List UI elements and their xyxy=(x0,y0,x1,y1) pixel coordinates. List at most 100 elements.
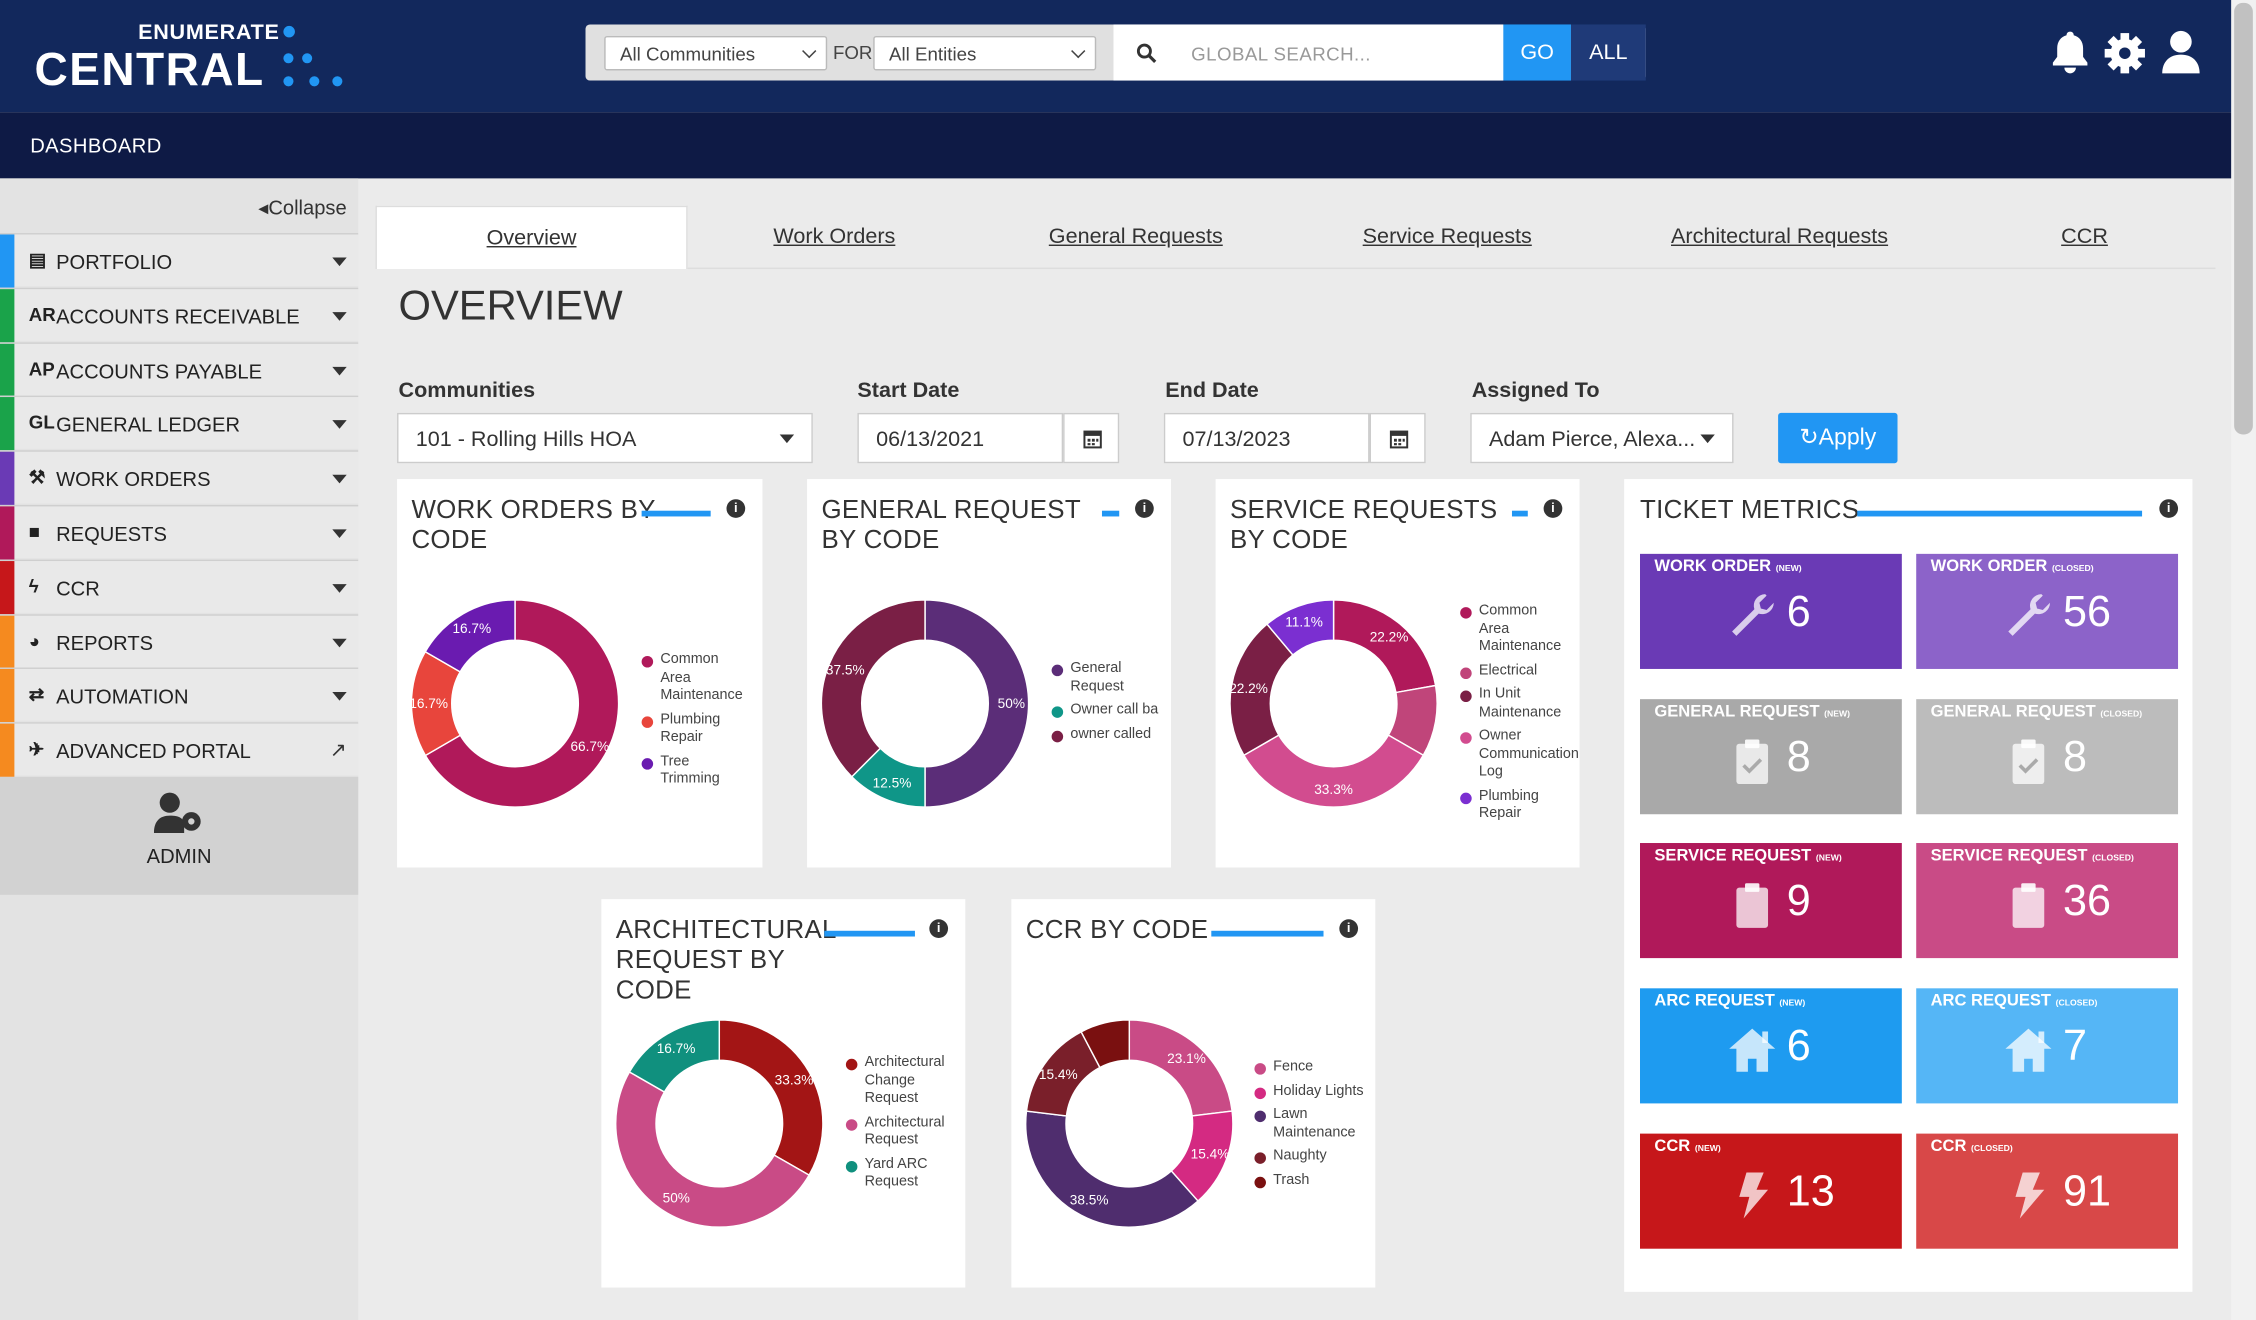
metric-tile-work-order-closed[interactable]: WORK ORDER (CLOSED) 56 xyxy=(1916,553,2179,669)
sidebar-item-portfolio[interactable]: ▤ PORTFOLIO xyxy=(0,233,359,288)
pie-slice[interactable] xyxy=(820,599,926,778)
admin-button[interactable]: ADMIN xyxy=(0,776,359,895)
metric-tile-general-request-closed[interactable]: GENERAL REQUEST (CLOSED) 8 xyxy=(1916,698,2179,814)
info-icon[interactable]: i xyxy=(1543,499,1563,518)
gear-icon[interactable] xyxy=(2103,32,2146,75)
bell-icon[interactable] xyxy=(2049,29,2092,75)
tab-general-requests[interactable]: General Requests xyxy=(1048,224,1223,249)
pie-slice[interactable] xyxy=(424,599,516,673)
pie-slice[interactable] xyxy=(718,1019,824,1177)
metric-tile-ccr-closed[interactable]: CCR (CLOSED) 91 xyxy=(1916,1133,2179,1249)
legend-swatch xyxy=(1254,1086,1266,1099)
sidebar-item-requests[interactable]: ■ REQUESTS xyxy=(0,504,359,560)
metric-tile-service-request-closed[interactable]: SERVICE REQUEST (CLOSED) 36 xyxy=(1916,843,2179,959)
info-icon[interactable]: i xyxy=(726,499,746,518)
legend-item[interactable]: Electrical xyxy=(1460,662,1568,680)
sidebar-item-automation[interactable]: ⇄ AUTOMATION xyxy=(0,668,359,723)
metric-tile-service-request-new[interactable]: SERVICE REQUEST (NEW) 9 xyxy=(1640,843,1902,959)
sidebar-item-accounts-payable[interactable]: AP ACCOUNTS PAYABLE xyxy=(0,341,359,397)
user-icon[interactable] xyxy=(2161,29,2201,75)
legend-item[interactable]: Trash xyxy=(1254,1172,1369,1190)
legend-item[interactable]: In Unit Maintenance xyxy=(1460,686,1568,722)
legend-item[interactable]: Owner Communication Log xyxy=(1460,728,1579,782)
legend-item[interactable]: Naughty xyxy=(1254,1148,1369,1166)
pie-slice[interactable] xyxy=(628,1019,721,1093)
pie-slice[interactable] xyxy=(1080,1019,1131,1069)
legend-item[interactable]: Fence xyxy=(1254,1059,1369,1077)
info-icon[interactable]: i xyxy=(2159,499,2179,518)
info-icon[interactable]: i xyxy=(929,919,949,938)
legend-swatch xyxy=(1254,1063,1266,1075)
tab-work-orders[interactable]: Work Orders xyxy=(773,224,896,249)
community-filter-select[interactable]: All Communities xyxy=(604,35,828,71)
pie-slice[interactable] xyxy=(924,599,1030,808)
sidebar-item-label: REPORTS xyxy=(56,630,154,654)
end-date-input[interactable]: 07/13/2023 xyxy=(1163,412,1370,464)
pie-slice[interactable] xyxy=(1128,1019,1233,1117)
legend-item[interactable]: Plumbing Repair xyxy=(641,711,750,747)
pie-slice[interactable] xyxy=(1265,599,1335,656)
sidebar-item-advanced-portal[interactable]: ✈ ADVANCED PORTAL ↗ xyxy=(0,722,359,778)
metric-label: WORK ORDER (NEW) xyxy=(1654,558,1802,576)
legend-item[interactable]: Owner call ba xyxy=(1051,702,1160,720)
sidebar-item-ccr[interactable]: ϟ CCR xyxy=(0,559,359,614)
tab-architectural-requests[interactable]: Architectural Requests xyxy=(1671,224,1889,249)
slice-label: 33.3% xyxy=(775,1073,814,1088)
dashboard-link[interactable]: DASHBOARD xyxy=(30,133,162,157)
go-button[interactable]: GO xyxy=(1503,24,1571,81)
legend-item[interactable]: Architectural Change Request xyxy=(845,1054,954,1108)
metric-label: CCR (NEW) xyxy=(1654,1137,1721,1155)
collapse-button[interactable]: ◂Collapse xyxy=(258,196,346,220)
entity-filter-select[interactable]: All Entities xyxy=(873,35,1097,71)
start-date-calendar-button[interactable] xyxy=(1063,412,1120,464)
end-date-calendar-button[interactable] xyxy=(1369,412,1426,464)
sidebar-item-label: ADVANCED PORTAL xyxy=(56,739,251,763)
global-search-input[interactable]: GLOBAL SEARCH... xyxy=(1113,24,1504,81)
pie-slice[interactable] xyxy=(424,599,620,808)
tab-ccr[interactable]: CCR xyxy=(2061,224,2108,249)
chart-legend: Architectural Change Request Architectura… xyxy=(845,1054,954,1197)
metric-tile-arc-request-new[interactable]: ARC REQUEST (NEW) 6 xyxy=(1640,988,1902,1104)
tab-overview[interactable]: Overview xyxy=(375,205,688,270)
metric-value: 8 xyxy=(1786,733,1811,781)
sidebar-item-reports[interactable]: ◕ REPORTS xyxy=(0,613,359,669)
clipboard-check-icon xyxy=(1726,735,1778,787)
legend-item[interactable]: Tree Trimming xyxy=(641,753,750,789)
info-icon[interactable]: i xyxy=(1135,499,1154,518)
sidebar-item-general-ledger[interactable]: GL GENERAL LEDGER xyxy=(0,396,359,451)
metric-tile-ccr-new[interactable]: CCR (NEW) 13 xyxy=(1640,1133,1902,1249)
architectural-request-by-code-donut: 33.3% 50% 16.7% xyxy=(615,1019,824,1228)
metric-tile-general-request-new[interactable]: GENERAL REQUEST (NEW) 8 xyxy=(1640,698,1902,814)
legend-item[interactable]: Yard ARC Request xyxy=(845,1156,954,1192)
end-date-value: 07/13/2023 xyxy=(1182,427,1291,452)
legend-item[interactable]: Holiday Lights xyxy=(1254,1083,1369,1101)
metric-label: ARC REQUEST (NEW) xyxy=(1654,992,1806,1011)
legend-item[interactable]: Plumbing Repair xyxy=(1460,788,1568,824)
communities-select[interactable]: 101 - Rolling Hills HOA xyxy=(397,412,813,464)
sidebar-item-accounts-receivable[interactable]: AR ACCOUNTS RECEIVABLE xyxy=(0,287,359,343)
pie-slice[interactable] xyxy=(615,1070,811,1228)
pie-slice[interactable] xyxy=(1025,1110,1200,1228)
metric-tile-work-order-new[interactable]: WORK ORDER (NEW) 6 xyxy=(1640,553,1902,669)
all-button[interactable]: ALL xyxy=(1570,24,1646,81)
apply-button[interactable]: ↻Apply xyxy=(1778,412,1898,464)
scrollbar-thumb[interactable] xyxy=(2234,2,2253,435)
legend-swatch xyxy=(1254,1176,1266,1188)
legend-item[interactable]: Common Area Maintenance xyxy=(641,652,750,706)
pie-slice[interactable] xyxy=(1332,599,1437,694)
chart-legend: Common Area Maintenance Electrical In Unit… xyxy=(1460,603,1579,830)
legend-item[interactable]: owner called xyxy=(1051,726,1160,744)
assigned-to-select[interactable]: Adam Pierce, Alexa... xyxy=(1470,412,1734,464)
start-date-input[interactable]: 06/13/2021 xyxy=(857,412,1064,464)
metric-value: 9 xyxy=(1786,878,1811,926)
tab-service-requests[interactable]: Service Requests xyxy=(1362,224,1532,249)
metric-tile-arc-request-closed[interactable]: ARC REQUEST (CLOSED) 7 xyxy=(1916,988,2179,1104)
legend-item[interactable]: Common Area Maintenance xyxy=(1460,603,1568,657)
pie-slice[interactable] xyxy=(1242,734,1425,808)
brand-logo[interactable]: CENTRAL xyxy=(34,43,265,95)
legend-item[interactable]: General Request xyxy=(1051,660,1160,696)
sidebar-item-work-orders[interactable]: ⚒ WORK ORDERS xyxy=(0,450,359,506)
legend-item[interactable]: Architectural Request xyxy=(845,1114,954,1150)
info-icon[interactable]: i xyxy=(1339,919,1359,938)
legend-item[interactable]: Lawn Maintenance xyxy=(1254,1106,1369,1142)
